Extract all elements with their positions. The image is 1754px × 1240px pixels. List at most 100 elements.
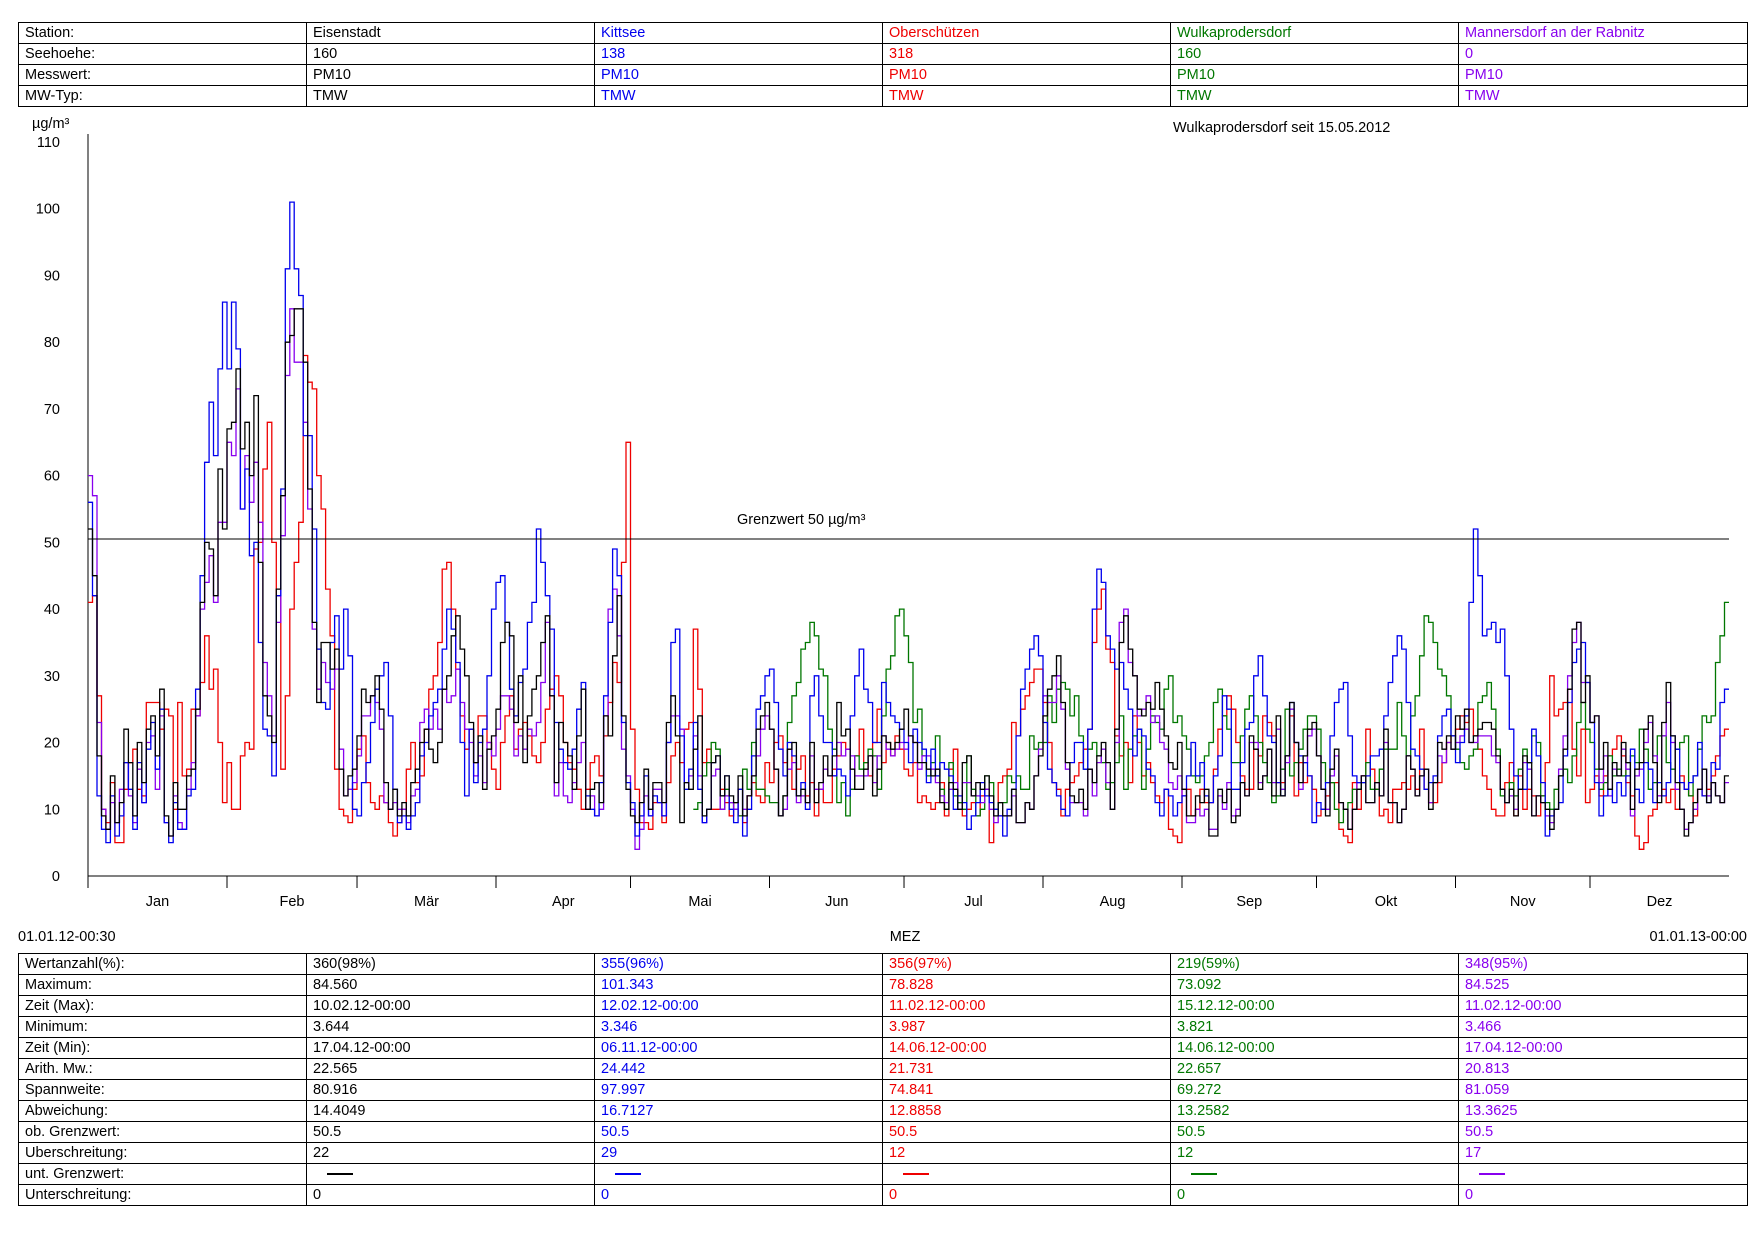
stats-value: 73.092 xyxy=(1170,974,1459,996)
stats-value: 11.02.12-00:00 xyxy=(882,995,1171,1017)
legend-line-swatch xyxy=(1479,1172,1505,1175)
chart-axes: 0 10 20 30 40 50 60 70 80 90 100 110 Jan Feb Mär Apr Mai… xyxy=(36,134,1729,910)
mwtyp-value: TMW xyxy=(1458,85,1748,107)
stats-value: 22.565 xyxy=(306,1058,595,1080)
stats-value: 17.04.12-00:00 xyxy=(306,1037,595,1059)
stats-value: 22 xyxy=(306,1142,595,1164)
stats-label: Arith. Mw.: xyxy=(18,1058,307,1080)
mwtyp-value: TMW xyxy=(306,85,595,107)
stats-row: Uberschreitung: 22 29 12 12 17 xyxy=(18,1142,1748,1164)
stats-row: unt. Grenzwert: xyxy=(18,1163,1748,1185)
series-line-kittsee xyxy=(88,201,1729,844)
stats-value: 14.06.12-00:00 xyxy=(1170,1037,1459,1059)
legend-line-swatch xyxy=(615,1172,641,1175)
stats-value: 20.813 xyxy=(1458,1058,1748,1080)
x-tick-label-4: Apr xyxy=(552,894,575,910)
stats-value: 3.821 xyxy=(1170,1016,1459,1038)
stats-row: ob. Grenzwert: 50.5 50.5 50.5 50.5 50.5 xyxy=(18,1121,1748,1143)
stats-value: 356(97%) xyxy=(882,953,1171,975)
stats-label: Uberschreitung: xyxy=(18,1142,307,1164)
stats-label: Maximum: xyxy=(18,974,307,996)
stats-value: 50.5 xyxy=(306,1121,595,1143)
series-line-eisenstadt xyxy=(88,308,1729,837)
y-tick-label: 100 xyxy=(36,202,60,218)
y-tick-label: 50 xyxy=(44,535,60,551)
pm10-chart: 0 10 20 30 40 50 60 70 80 90 100 110 Jan Feb Mär Apr Mai… xyxy=(18,116,1747,945)
mwtyp-value: TMW xyxy=(594,85,883,107)
stats-value: 14.4049 xyxy=(306,1100,595,1122)
stats-value: 12.8858 xyxy=(882,1100,1171,1122)
stats-label: Minimum: xyxy=(18,1016,307,1038)
stats-row: Unterschreitung: 0 0 0 0 0 xyxy=(18,1184,1748,1206)
y-tick-label: 90 xyxy=(44,268,60,284)
x-end-label: 01.01.13-00:00 xyxy=(1649,929,1747,945)
x-tick-label-10: Okt xyxy=(1375,894,1398,910)
stats-value: 12.02.12-00:00 xyxy=(594,995,883,1017)
legend-line-swatch xyxy=(903,1172,929,1175)
mwtyp-value: TMW xyxy=(1170,85,1459,107)
y-tick-label: 80 xyxy=(44,335,60,351)
stats-value xyxy=(882,1163,1171,1185)
x-tick-label-6: Jun xyxy=(825,894,848,910)
stats-value: 0 xyxy=(882,1184,1171,1206)
stats-value: 17 xyxy=(1458,1142,1748,1164)
stats-value: 14.06.12-00:00 xyxy=(882,1037,1171,1059)
stats-row: Minimum: 3.644 3.346 3.987 3.821 3.466 xyxy=(18,1016,1748,1038)
stats-row: Zeit (Max): 10.02.12-00:00 12.02.12-00:00 1… xyxy=(18,995,1748,1017)
label-mwtyp: MW-Typ: xyxy=(18,85,307,107)
stats-row: Wertanzahl(%): 360(98%) 355(96%) 356(97%) 21… xyxy=(18,953,1748,975)
x-tick-label-8: Aug xyxy=(1100,894,1126,910)
stats-row: Arith. Mw.: 22.565 24.442 21.731 22.657 20.81… xyxy=(18,1058,1748,1080)
stats-value: 219(59%) xyxy=(1170,953,1459,975)
stats-value xyxy=(594,1163,883,1185)
x-tick-label-12: Dez xyxy=(1647,894,1673,910)
x-tick-label-5: Mai xyxy=(688,894,711,910)
y-tick-label: 30 xyxy=(44,669,60,685)
y-tick-label: 0 xyxy=(52,869,60,885)
legend-line-swatch xyxy=(1191,1172,1217,1175)
stats-label: Zeit (Max): xyxy=(18,995,307,1017)
stats-label: Spannweite: xyxy=(18,1079,307,1101)
row-mwtyp: MW-Typ: TMW TMW TMW TMW TMW xyxy=(18,85,1748,107)
row-station: Station: Eisenstadt Kittsee Oberschützen… xyxy=(18,22,1748,44)
y-tick-label: 10 xyxy=(44,802,60,818)
stats-value: 3.987 xyxy=(882,1016,1171,1038)
y-tick-label: 110 xyxy=(37,135,60,151)
x-tick-label-1: Jan xyxy=(146,894,169,910)
stats-value: 74.841 xyxy=(882,1079,1171,1101)
stats-value: 0 xyxy=(1458,1184,1748,1206)
stats-value: 78.828 xyxy=(882,974,1171,996)
stats-value: 360(98%) xyxy=(306,953,595,975)
stats-value: 24.442 xyxy=(594,1058,883,1080)
stats-value xyxy=(1170,1163,1459,1185)
y-tick-label: 40 xyxy=(44,602,60,618)
stats-value: 50.5 xyxy=(882,1121,1171,1143)
stats-value: 81.059 xyxy=(1458,1079,1748,1101)
x-tick-label-7: Jul xyxy=(964,894,983,910)
x-tick-label-2: Feb xyxy=(280,894,305,910)
x-tick-label-9: Sep xyxy=(1236,894,1262,910)
statistics-table: Wertanzahl(%): 360(98%) 355(96%) 356(97%) 21… xyxy=(18,953,1748,1206)
messwert-value: PM10 xyxy=(882,64,1171,86)
stats-row: Spannweite: 80.916 97.997 74.841 69.272 81.05… xyxy=(18,1079,1748,1101)
y-tick-label: 70 xyxy=(44,402,60,418)
stats-value: 15.12.12-00:00 xyxy=(1170,995,1459,1017)
stats-value xyxy=(306,1163,595,1185)
stats-value: 50.5 xyxy=(1170,1121,1459,1143)
mwtyp-value: TMW xyxy=(882,85,1171,107)
stats-value: 84.525 xyxy=(1458,974,1748,996)
stats-value: 0 xyxy=(1170,1184,1459,1206)
stats-label: Wertanzahl(%): xyxy=(18,953,307,975)
stats-value: 50.5 xyxy=(1458,1121,1748,1143)
stats-label: ob. Grenzwert: xyxy=(18,1121,307,1143)
x-tick-label-11: Nov xyxy=(1510,894,1537,910)
stats-value: 11.02.12-00:00 xyxy=(1458,995,1748,1017)
stats-value: 355(96%) xyxy=(594,953,883,975)
wulkaprodersdorf-annotation: Wulkaprodersdorf seit 15.05.2012 xyxy=(1173,120,1390,136)
stats-value: 84.560 xyxy=(306,974,595,996)
stats-value xyxy=(1458,1163,1748,1185)
stats-value: 101.343 xyxy=(594,974,883,996)
chart-series-layer xyxy=(88,201,1729,850)
stats-value: 21.731 xyxy=(882,1058,1171,1080)
stats-value: 13.3625 xyxy=(1458,1100,1748,1122)
